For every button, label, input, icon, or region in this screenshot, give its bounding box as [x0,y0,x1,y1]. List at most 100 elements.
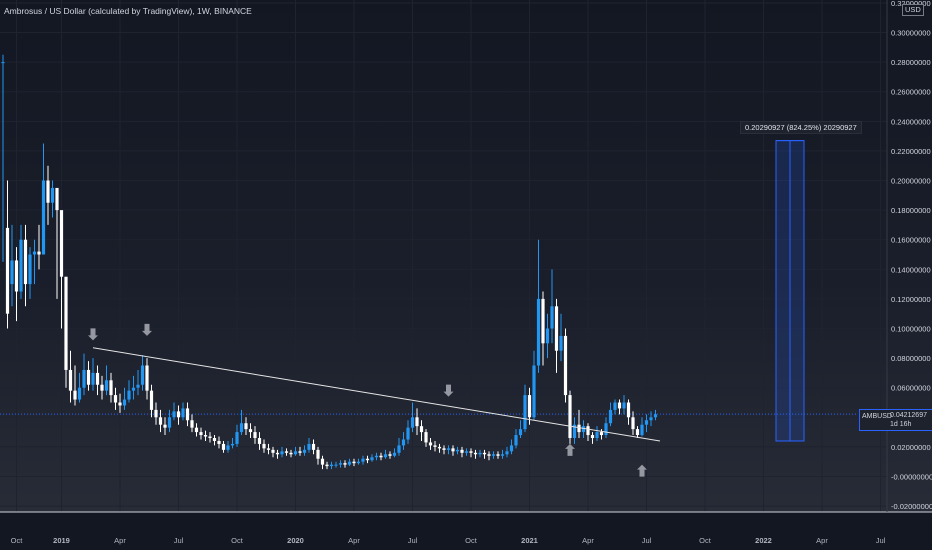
arrow-up-icon[interactable] [565,443,575,456]
candle [100,375,104,400]
candle-body [95,372,100,385]
candle-body [451,448,455,452]
candle [424,429,428,447]
candle [73,365,77,406]
grid [0,0,887,512]
candle [514,429,518,449]
candle [325,461,329,470]
candle [437,443,442,453]
candle-body [190,420,194,428]
candle-body [500,454,505,456]
candle [505,446,509,458]
candle-body [311,443,316,450]
candle [406,420,410,444]
candle [86,361,91,391]
candle [379,452,383,461]
candle [550,269,554,344]
candle [622,395,626,415]
candle [41,143,46,255]
arrow-down-icon[interactable] [88,328,98,341]
candle [491,451,496,459]
candle-body [176,411,181,418]
candle-body [194,427,199,433]
candle [154,402,158,425]
candle [127,380,131,403]
candle-body [577,424,581,433]
trendline[interactable] [92,347,661,442]
candle [95,365,100,396]
candle [370,454,374,462]
time-axis-bg [0,512,932,550]
price-tick-label: 0.32000000 [891,0,931,8]
price-tick-label: -0.02000000 [891,502,932,511]
candle [604,417,608,439]
candle [595,426,599,441]
candle-body [203,435,208,437]
time-tick-label: Apr [114,536,126,545]
time-tick-label: Jul [642,536,652,545]
candle-body [338,463,343,465]
candle-body [325,464,329,467]
candle [482,449,487,459]
candle-body [298,451,302,453]
candle-body [352,461,356,464]
candle-body [50,187,55,203]
arrow-up-icon[interactable] [637,464,647,477]
candle-body [563,335,568,396]
candle [563,328,568,403]
candle [536,239,541,373]
candle-body [19,239,23,292]
price-axis[interactable]: 0.32000000 0.30000000 0.28000000 0.26000000… [891,0,932,511]
candle-body [244,423,248,430]
arrow-down-icon[interactable] [443,384,454,397]
time-axis[interactable]: Oct 2019 Apr Jul Oct 2020 Apr Jul Oct 2021 Apr Jul O… [11,536,886,545]
candles [1,54,658,470]
candle-body [509,445,514,452]
candle [266,443,271,455]
time-tick-label: Oct [231,536,244,545]
candle-body [5,227,10,314]
candle [410,402,415,433]
candle [23,224,28,307]
arrow-down-icon[interactable] [142,323,152,336]
candle-body [365,458,370,461]
candle-body [410,417,415,428]
candle [163,417,167,436]
candle-body [428,442,433,446]
candle-body [653,414,658,418]
candle [397,438,401,456]
candle-body [406,427,410,440]
candle-body [100,384,104,391]
candle [203,430,208,441]
candle [509,439,514,455]
price-tick-label: 0.06000000 [891,384,931,393]
candle [572,417,577,444]
price-tag: AMBUSD 0.04212697 1d 16h [859,409,932,431]
time-tick-label: Oct [465,536,478,545]
candle [464,448,469,456]
price-tick-label: 0.08000000 [891,354,931,363]
candle [455,446,460,455]
currency-badge[interactable]: USD [902,4,924,16]
measure-tool[interactable] [775,140,805,442]
candle [293,446,298,456]
candle [55,187,59,299]
candle [113,387,118,410]
candle-body [181,408,185,418]
candle-body [109,380,113,396]
candle-body [32,251,37,255]
candle-body [77,387,82,400]
candle-body [154,409,158,418]
time-tick-label: Jul [876,536,886,545]
price-tag-symbol: AMBUSD [862,413,892,420]
price-tick-label: 0.12000000 [891,295,931,304]
candle [284,448,289,456]
candle [149,384,154,418]
time-tick-label: 2020 [287,536,304,545]
candle-body [167,417,172,428]
arrows [88,323,647,477]
candle-body [581,426,586,433]
time-tick-label: Jul [408,536,418,545]
